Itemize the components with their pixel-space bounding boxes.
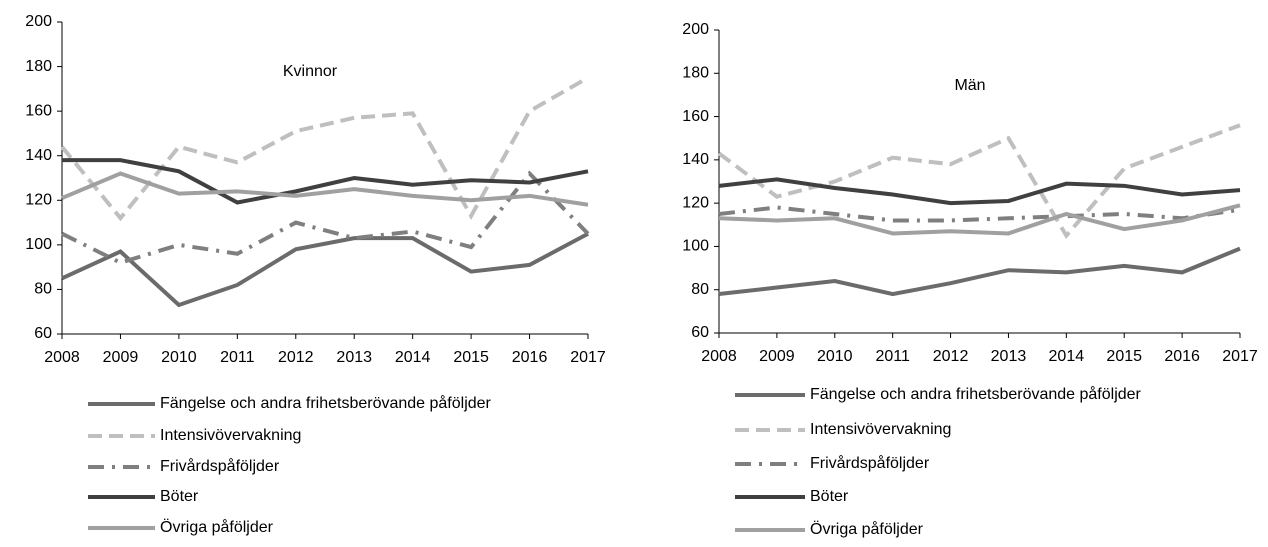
x-tick-label: 2016 — [1164, 348, 1200, 365]
x-tick-label: 2015 — [1106, 348, 1142, 365]
y-tick-label: 120 — [682, 194, 709, 211]
x-tick-label: 2016 — [512, 349, 548, 366]
legend-label: Frivårdspåföljder — [160, 457, 280, 475]
x-tick-label: 2009 — [759, 348, 795, 365]
x-tick-label: 2014 — [395, 349, 431, 366]
y-tick-label: 80 — [691, 281, 709, 298]
y-tick-label: 180 — [682, 65, 709, 82]
y-tick-label: 100 — [682, 238, 709, 255]
y-tick-label: 60 — [34, 325, 52, 342]
x-tick-label: 2013 — [336, 349, 372, 366]
legend-label: Fängelse och andra frihetsberövande påfö… — [810, 385, 1142, 403]
series-line — [718, 205, 1241, 223]
legend-label: Övriga påföljder — [810, 520, 924, 538]
series-line — [61, 171, 589, 207]
series-line — [62, 158, 589, 205]
y-tick-label: 60 — [691, 324, 709, 341]
x-tick-label: 2012 — [278, 349, 314, 366]
x-tick-label: 2013 — [991, 348, 1027, 365]
series-line — [61, 231, 589, 308]
series-line — [718, 177, 1241, 206]
y-tick-label: 140 — [682, 151, 709, 168]
x-tick-label: 2017 — [1222, 348, 1258, 365]
legend-label: Fängelse och andra frihetsberövande påfö… — [160, 394, 492, 412]
x-tick-label: 2014 — [1049, 348, 1085, 365]
x-tick-label: 2015 — [453, 349, 489, 366]
x-tick-label: 2011 — [875, 348, 910, 365]
x-tick-label: 2017 — [570, 349, 606, 366]
chart-title: Män — [954, 77, 985, 94]
y-tick-label: 140 — [25, 147, 52, 164]
y-tick-label: 100 — [25, 236, 52, 253]
series-line — [718, 246, 1241, 297]
x-tick-label: 2010 — [817, 348, 853, 365]
y-tick-label: 120 — [25, 192, 52, 209]
y-tick-label: 200 — [682, 21, 709, 38]
y-tick-label: 200 — [25, 13, 52, 30]
y-tick-label: 160 — [682, 108, 709, 125]
chart-title: Kvinnor — [283, 63, 338, 80]
y-tick-label: 160 — [25, 102, 52, 119]
series-line — [718, 203, 1241, 236]
legend-label: Övriga påföljder — [160, 518, 274, 536]
x-tick-label: 2010 — [161, 349, 197, 366]
x-tick-label: 2008 — [44, 349, 80, 366]
legend-label: Böter — [160, 488, 199, 505]
legend-label: Intensivövervakning — [160, 427, 301, 444]
y-tick-label: 80 — [34, 281, 52, 298]
legend-label: Frivårdspåföljder — [810, 454, 930, 472]
series-line — [61, 170, 590, 265]
y-tick-label: 180 — [25, 58, 52, 75]
x-tick-label: 2011 — [220, 349, 255, 366]
x-tick-label: 2012 — [933, 348, 969, 365]
series-line — [717, 123, 1241, 240]
x-tick-label: 2008 — [701, 348, 737, 365]
legend-label: Intensivövervakning — [810, 421, 951, 438]
x-tick-label: 2009 — [103, 349, 139, 366]
legend-label: Böter — [810, 488, 849, 505]
